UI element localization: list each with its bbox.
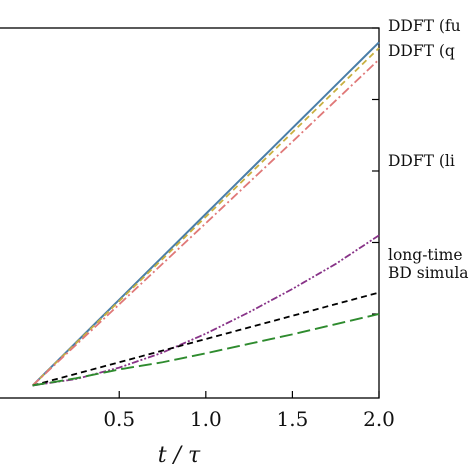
y-axis-ticks [372,27,379,315]
series-line-4 [32,291,380,387]
series-lines [31,41,380,387]
x-tick-label: 1.5 [277,407,309,431]
legend-label: DDFT (fu [388,17,461,35]
series-line-2 [32,58,380,387]
legend-label: DDFT (li [388,152,455,170]
x-tick-label: 2.0 [363,407,395,431]
x-tick-label: 1.0 [190,407,222,431]
series-line-3 [32,234,380,387]
legend-label: DDFT (q [388,42,455,60]
series-line-1 [32,47,380,387]
legend-label: long-time [388,246,463,264]
plot-frame [0,27,380,399]
x-axis-label: t / τ [158,443,201,468]
legend-label: BD simula [388,264,469,282]
x-tick-label: 0.5 [103,407,135,431]
x-axis-ticks: 0.5 1.0 1.5 2.0 [103,391,395,431]
series-line-5 [32,313,380,387]
